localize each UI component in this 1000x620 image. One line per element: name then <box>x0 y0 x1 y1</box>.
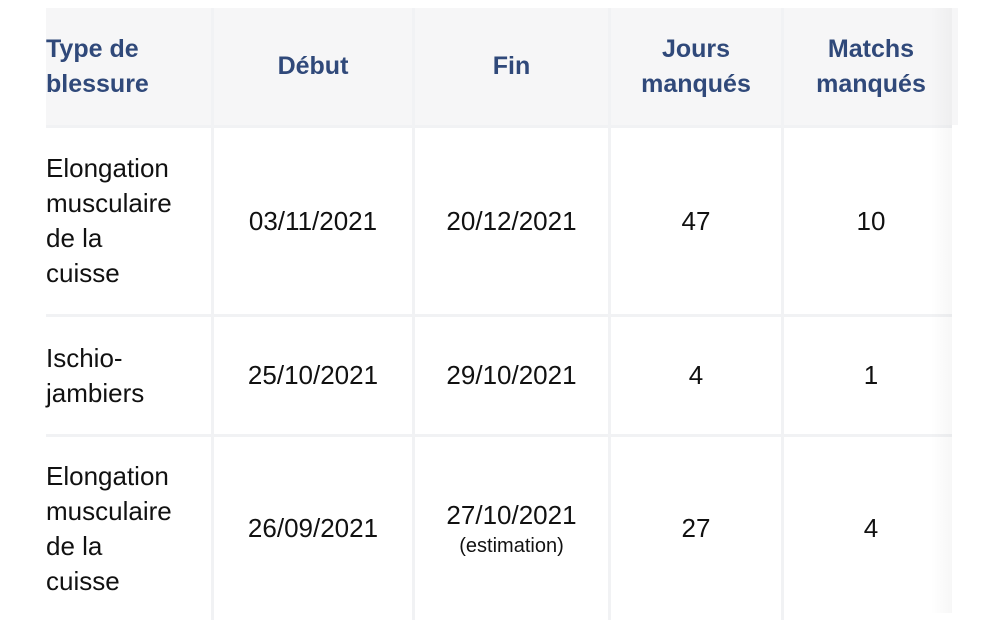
header-line: Type de <box>46 34 139 63</box>
header-line: Jours <box>661 34 731 63</box>
cell-matchs: 10 <box>784 128 958 314</box>
type-line: Elongation <box>46 460 169 491</box>
cell-type: Ischio- jambiers <box>46 317 211 434</box>
header-jours[interactable]: Jours manqués <box>611 8 781 125</box>
cell-debut: 03/11/2021 <box>214 128 412 314</box>
type-line: de la <box>46 223 103 253</box>
type-line: jambiers <box>46 377 145 408</box>
cell-jours: 47 <box>611 128 781 314</box>
cell-type: Elongation musculaire de la cuisse <box>46 128 211 314</box>
injury-table: Type de blessure Début Fin Jours manqués M… <box>46 8 958 620</box>
header-line: manqués <box>641 69 751 98</box>
cell-matchs: 1 <box>784 317 958 434</box>
type-line: cuisse <box>46 258 120 288</box>
cell-fin: 20/12/2021 <box>415 128 608 314</box>
header-fin[interactable]: Fin <box>415 8 608 125</box>
header-debut[interactable]: Début <box>214 8 412 125</box>
fin-date: 27/10/2021 <box>446 500 577 530</box>
cell-matchs: 4 <box>784 437 958 620</box>
cell-fin: 29/10/2021 <box>415 317 608 434</box>
header-matchs[interactable]: Matchs manqués <box>784 8 958 125</box>
header-line: blessure <box>46 69 149 98</box>
header-line: Début <box>277 52 349 80</box>
type-line: cuisse <box>46 565 120 596</box>
cell-fin: 27/10/2021 (estimation) <box>415 437 608 620</box>
header-type[interactable]: Type de blessure <box>46 8 211 125</box>
type-line: musculaire <box>46 495 172 526</box>
type-line: musculaire <box>46 188 172 218</box>
header-line: manqués <box>816 69 926 98</box>
cell-jours: 4 <box>611 317 781 434</box>
header-line: Matchs <box>827 34 915 63</box>
type-line: Ischio- <box>46 342 123 373</box>
type-line: Elongation <box>46 153 169 183</box>
cell-debut: 26/09/2021 <box>214 437 412 620</box>
header-line: Fin <box>492 52 531 80</box>
type-line: de la <box>46 530 103 561</box>
cell-debut: 25/10/2021 <box>214 317 412 434</box>
cell-jours: 27 <box>611 437 781 620</box>
fin-note: (estimation) <box>459 535 564 557</box>
cell-type: Elongation musculaire de la cuisse <box>46 437 211 620</box>
